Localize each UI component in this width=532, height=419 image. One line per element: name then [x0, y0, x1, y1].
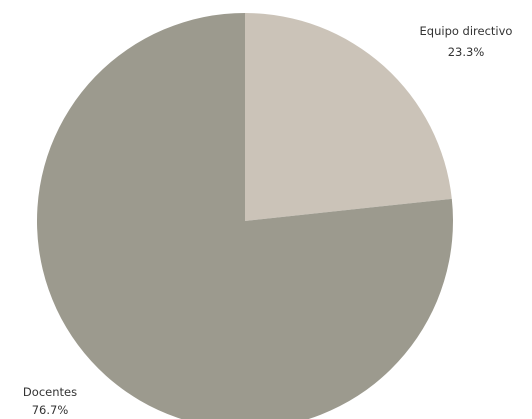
- slice-label-docentes: Docentes: [23, 385, 77, 399]
- pie-slice-docentes: [37, 13, 453, 419]
- slice-value-equipo-directivo: 23.3%: [448, 45, 485, 59]
- pie-slices: [37, 13, 453, 419]
- pie-labels: Equipo directivo 23.3% Docentes 76.7%: [23, 24, 513, 417]
- slice-value-docentes: 76.7%: [32, 403, 69, 417]
- pie-slice-equipo-directivo: [245, 13, 452, 221]
- slice-label-equipo-directivo: Equipo directivo: [420, 24, 513, 38]
